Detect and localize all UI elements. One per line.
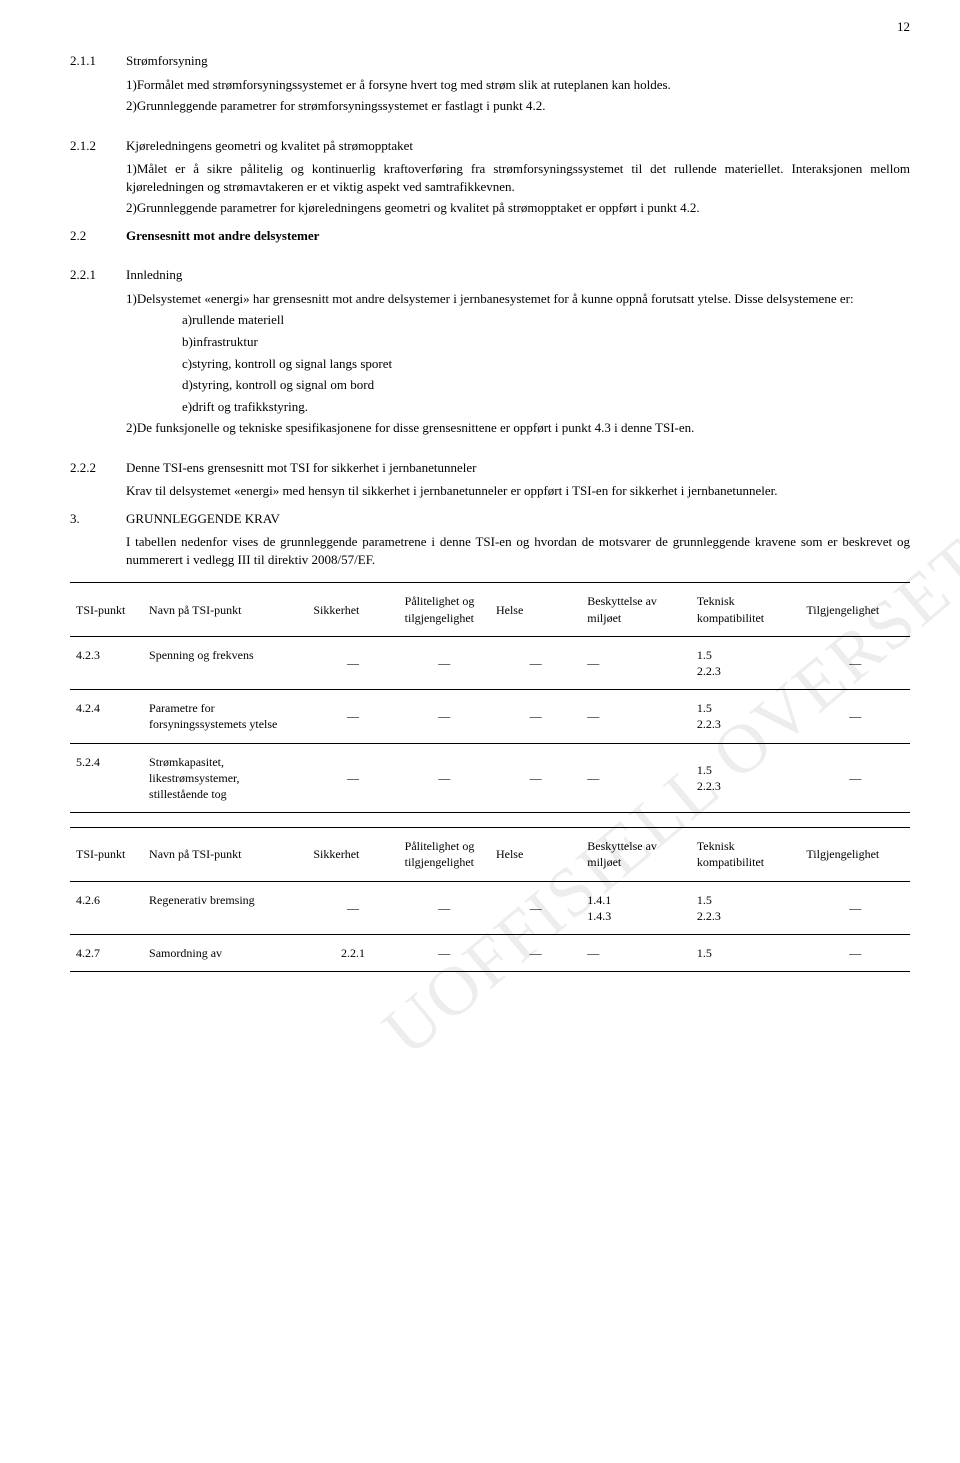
section-2-2-1-heading: 2.2.1 Innledning [70, 266, 910, 284]
requirements-table-1: TSI-punkt Navn på TSI-punkt Sikkerhet På… [70, 582, 910, 813]
paragraph: Krav til delsystemet «energi» med hensyn… [126, 482, 910, 500]
table-row: 5.2.4Strømkapasitet, likestrømsystemer, … [70, 743, 910, 813]
td-id: 4.2.4 [70, 690, 143, 743]
table-row: 4.2.6Regenerativ bremsing———1.4.11.4.31.… [70, 881, 910, 934]
td-id: 4.2.6 [70, 881, 143, 934]
section-title-text: Grensesnitt mot andre delsystemer [126, 228, 319, 243]
td-id: 4.2.7 [70, 934, 143, 971]
section-2-1-1-heading: 2.1.1 Strømforsyning [70, 52, 910, 70]
td-safety: — [307, 881, 398, 934]
section-title: Innledning [126, 266, 182, 284]
table-header-row: TSI-punkt Navn på TSI-punkt Sikkerhet På… [70, 828, 910, 881]
td-reliability: — [399, 743, 490, 813]
th-health: Helse [490, 828, 581, 881]
paragraph: 1)Målet er å sikre pålitelig og kontinue… [126, 160, 910, 195]
td-name: Regenerativ bremsing [143, 881, 307, 934]
th-env: Beskyttelse av miljøet [581, 583, 691, 636]
td-safety: — [307, 690, 398, 743]
td-health: — [490, 934, 581, 971]
th-name: Navn på TSI-punkt [143, 583, 307, 636]
th-safety: Sikkerhet [307, 583, 398, 636]
paragraph: 2)De funksjonelle og tekniske spesifikas… [126, 419, 910, 437]
section-2-1-2-heading: 2.1.2 Kjøreledningens geometri og kvalit… [70, 137, 910, 155]
section-number: 2.2.2 [70, 459, 126, 477]
table-row: 4.2.7Samordning av2.2.1———1.5— [70, 934, 910, 971]
list-item: a)rullende materiell [182, 311, 910, 329]
td-id: 5.2.4 [70, 743, 143, 813]
td-reliability: — [399, 690, 490, 743]
td-access: — [800, 881, 910, 934]
td-env: 1.4.11.4.3 [581, 881, 691, 934]
td-access: — [800, 690, 910, 743]
section-3-heading: 3. GRUNNLEGGENDE KRAV [70, 510, 910, 528]
td-reliability: — [399, 934, 490, 971]
requirements-table-2: TSI-punkt Navn på TSI-punkt Sikkerhet På… [70, 827, 910, 972]
section-2-2-2-heading: 2.2.2 Denne TSI-ens grensesnitt mot TSI … [70, 459, 910, 477]
paragraph: I tabellen nedenfor vises de grunnleggen… [126, 533, 910, 568]
paragraph: 2)Grunnleggende parametrer for strømfors… [126, 97, 910, 115]
section-title: Strømforsyning [126, 52, 208, 70]
td-name: Parametre for forsyningssystemets ytelse [143, 690, 307, 743]
section-number: 2.2.1 [70, 266, 126, 284]
td-reliability: — [399, 881, 490, 934]
th-reliability: Pålitelighet og tilgjengelighet [399, 828, 490, 881]
th-env: Beskyttelse av miljøet [581, 828, 691, 881]
table-row: 4.2.3Spenning og frekvens————1.52.2.3— [70, 636, 910, 689]
th-tsi-punkt: TSI-punkt [70, 583, 143, 636]
list-item: b)infrastruktur [182, 333, 910, 351]
td-tech: 1.52.2.3 [691, 690, 801, 743]
td-env: — [581, 636, 691, 689]
td-health: — [490, 881, 581, 934]
th-tech: Teknisk kompatibilitet [691, 828, 801, 881]
td-name: Strømkapasitet, likestrømsystemer, still… [143, 743, 307, 813]
section-number: 2.1.1 [70, 52, 126, 70]
td-access: — [800, 743, 910, 813]
td-health: — [490, 743, 581, 813]
paragraph: 1)Delsystemet «energi» har grensesnitt m… [126, 290, 910, 308]
td-env: — [581, 690, 691, 743]
td-tech: 1.52.2.3 [691, 743, 801, 813]
td-name: Spenning og frekvens [143, 636, 307, 689]
td-env: — [581, 934, 691, 971]
th-reliability: Pålitelighet og tilgjengelighet [399, 583, 490, 636]
th-health: Helse [490, 583, 581, 636]
th-access: Tilgjengelighet [800, 583, 910, 636]
section-2-2-heading: 2.2 Grensesnitt mot andre delsystemer [70, 227, 910, 245]
section-title: Denne TSI-ens grensesnitt mot TSI for si… [126, 459, 476, 477]
td-id: 4.2.3 [70, 636, 143, 689]
section-title: GRUNNLEGGENDE KRAV [126, 510, 280, 528]
td-health: — [490, 636, 581, 689]
td-tech: 1.52.2.3 [691, 881, 801, 934]
section-number: 3. [70, 510, 126, 528]
table-header-row: TSI-punkt Navn på TSI-punkt Sikkerhet På… [70, 583, 910, 636]
section-number: 2.1.2 [70, 137, 126, 155]
th-name: Navn på TSI-punkt [143, 828, 307, 881]
td-tech: 1.52.2.3 [691, 636, 801, 689]
td-env: — [581, 743, 691, 813]
th-safety: Sikkerhet [307, 828, 398, 881]
th-tech: Teknisk kompatibilitet [691, 583, 801, 636]
page-number: 12 [897, 18, 910, 36]
list-item: c)styring, kontroll og signal langs spor… [182, 355, 910, 373]
table-row: 4.2.4Parametre for forsyningssystemets y… [70, 690, 910, 743]
list-item: e)drift og trafikkstyring. [182, 398, 910, 416]
td-safety: 2.2.1 [307, 934, 398, 971]
td-safety: — [307, 743, 398, 813]
td-access: — [800, 636, 910, 689]
th-access: Tilgjengelighet [800, 828, 910, 881]
td-access: — [800, 934, 910, 971]
section-title: Grensesnitt mot andre delsystemer [126, 227, 319, 245]
paragraph: 2)Grunnleggende parametrer for kjøreledn… [126, 199, 910, 217]
paragraph: 1)Formålet med strømforsyningssystemet e… [126, 76, 910, 94]
list-item: d)styring, kontroll og signal om bord [182, 376, 910, 394]
td-name: Samordning av [143, 934, 307, 971]
td-tech: 1.5 [691, 934, 801, 971]
section-number: 2.2 [70, 227, 126, 245]
td-safety: — [307, 636, 398, 689]
td-health: — [490, 690, 581, 743]
th-tsi-punkt: TSI-punkt [70, 828, 143, 881]
td-reliability: — [399, 636, 490, 689]
section-title: Kjøreledningens geometri og kvalitet på … [126, 137, 413, 155]
